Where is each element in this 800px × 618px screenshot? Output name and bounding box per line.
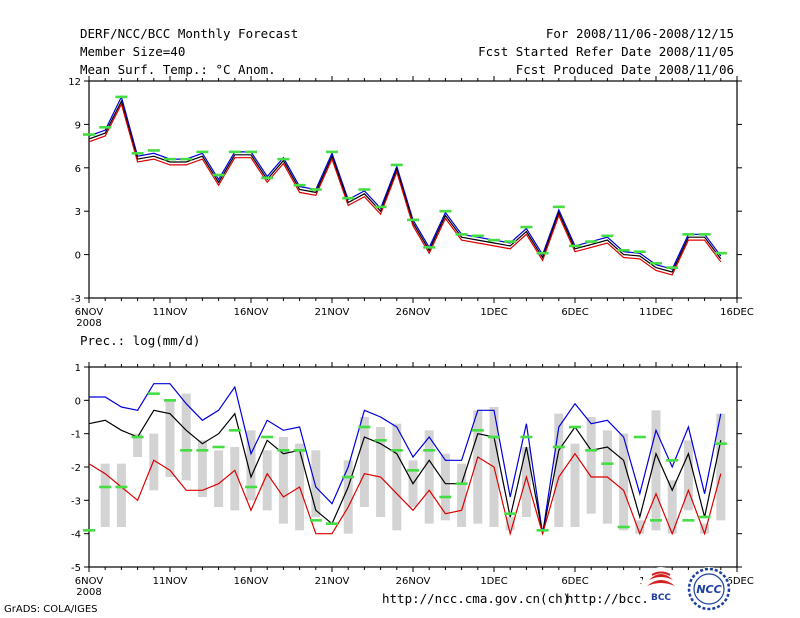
prec-line-upper (89, 383, 722, 534)
prec-bar-7 (197, 440, 207, 497)
prec-xtick-label-3: 21NOV (315, 576, 350, 587)
prec-bar-10 (246, 430, 256, 501)
prec-bar-2 (116, 463, 126, 527)
header-start-date: Fcst Started Refer Date 2008/11/05 (478, 44, 734, 59)
temp-ytick-label-3: 6 (75, 164, 81, 175)
temp-year-label: 2008 (76, 318, 101, 329)
prec-bar-8 (214, 450, 224, 507)
temp-xtick-label-6: 6DEC (561, 307, 588, 318)
prec-bar-26 (505, 517, 515, 531)
temperature-panel: -3 0 3 6 9 12 6NOV 11NOV 16NOV 21NOV 26NOV 1DEC 6DEC… (68, 76, 754, 329)
prec-panel-title: Prec.: log(mm/d) (80, 333, 201, 348)
temp-frame (88, 80, 738, 299)
prec-bar-31 (586, 417, 596, 514)
prec-bar-36 (667, 480, 677, 534)
prec-bar-35 (651, 410, 661, 531)
prec-ytick-label-4: -1 (71, 430, 81, 441)
prec-bar-27 (521, 447, 531, 517)
prec-bar-24 (473, 410, 483, 524)
header-produced-date: Fcst Produced Date 2008/11/06 (515, 62, 734, 77)
prec-bar-4 (149, 433, 159, 491)
prec-bar-11 (262, 450, 272, 511)
bcc-logo: BCC (641, 567, 681, 607)
temp-ytick-label-1: 0 (75, 251, 81, 262)
header-forecast-period: For 2008/11/06-2008/12/15 (545, 26, 734, 41)
prec-xtick-label-4: 26NOV (396, 576, 431, 587)
prec-bar-37 (683, 440, 693, 511)
prec-bar-23 (457, 463, 467, 527)
ncc-logo: NCC (687, 567, 731, 611)
prec-bar-14 (311, 450, 321, 517)
temp-xtick-label-7: 11DEC (639, 307, 673, 318)
prec-bar-33 (619, 433, 629, 531)
prec-line-mean (88, 409, 722, 534)
bcc-logo-text: BCC (651, 593, 671, 603)
prec-bar-9 (230, 447, 240, 511)
ncc-logo-text: NCC (696, 583, 721, 596)
temp-ytick-label-2: 3 (75, 207, 81, 218)
prec-ytick-label-0: -5 (71, 563, 81, 574)
temp-xtick-label-8: 16DEC (720, 307, 754, 318)
temp-line-upper (88, 95, 722, 270)
temp-ytick-label-0: -3 (71, 294, 81, 305)
prec-bar-1 (100, 463, 110, 527)
prec-bar-16 (343, 460, 353, 534)
temp-xtick-label-1: 11NOV (153, 307, 188, 318)
prec-ytick-label-3: -2 (71, 463, 81, 474)
prec-xtick-label-6: 6DEC (561, 576, 588, 587)
prec-ytick-label-6: 1 (75, 363, 81, 374)
ncc-url-link[interactable]: http://ncc.cma.gov.cn(ch) (382, 591, 571, 606)
prec-xtick-label-0: 6NOV (75, 576, 104, 587)
prec-bar-5 (165, 400, 175, 477)
prec-ytick-label-1: -4 (71, 530, 81, 541)
temp-xtick-label-0: 6NOV (75, 307, 104, 318)
temp-line-lower (88, 102, 722, 276)
prec-xtick-label-5: 1DEC (480, 576, 507, 587)
prec-bar-29 (554, 413, 564, 527)
prec-xtick-label-2: 16NOV (234, 576, 269, 587)
prec-bar-30 (570, 443, 580, 527)
bcc-url-link[interactable]: http://bcc.c (566, 591, 657, 606)
prec-bar-19 (392, 423, 402, 531)
prec-xtick-label-1: 11NOV (153, 576, 188, 587)
temp-xtick-label-5: 1DEC (480, 307, 507, 318)
grads-credit: GrADS: COLA/IGES (4, 604, 98, 615)
temp-xtick-label-4: 26NOV (396, 307, 431, 318)
header-variable: Mean Surf. Temp.: °C Anom. (80, 62, 276, 77)
prec-bar-6 (181, 393, 191, 481)
temp-line-mean (88, 99, 722, 273)
prec-bar-18 (376, 427, 386, 517)
header-member-size: Member Size=40 (80, 44, 186, 59)
prec-bar-34 (635, 520, 645, 534)
header-title: DERF/NCC/BCC Monthly Forecast (80, 26, 299, 41)
temp-ytick-label-5: 12 (68, 77, 81, 88)
temp-ytick-label-4: 9 (75, 120, 81, 131)
prec-year-label: 2008 (76, 587, 101, 598)
temp-xtick-label-2: 16NOV (234, 307, 269, 318)
prec-bar-39 (716, 413, 726, 521)
prec-bar-38 (700, 523, 710, 534)
temp-xtick-label-3: 21NOV (315, 307, 350, 318)
prec-bar-17 (359, 417, 369, 507)
prec-ytick-label-5: 0 (75, 396, 81, 407)
prec-bar-21 (424, 430, 434, 524)
prec-xtick-label-8: 16DEC (720, 576, 754, 587)
prec-ytick-label-2: -3 (71, 496, 81, 507)
prec-bar-22 (440, 453, 450, 521)
prec-line-lower (88, 452, 722, 537)
prec-bar-3 (133, 433, 143, 457)
prec-bar-12 (278, 437, 288, 524)
